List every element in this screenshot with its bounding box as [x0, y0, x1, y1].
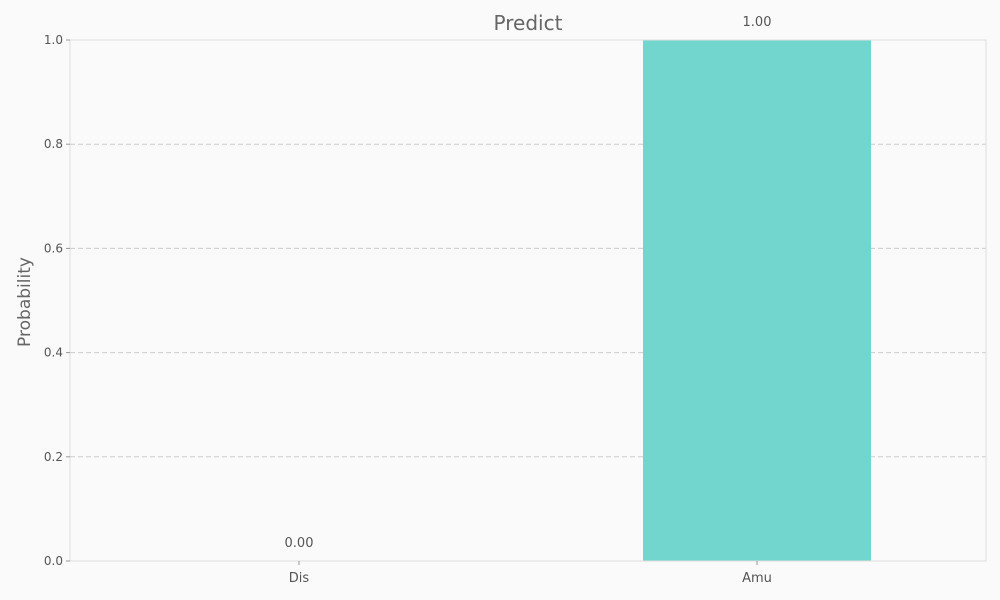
y-tick-label: 0.0: [44, 554, 63, 568]
bar-value-label: 1.00: [743, 15, 772, 30]
y-tick-label: 0.2: [44, 450, 63, 464]
bar-amu: [643, 40, 871, 561]
chart-title: Predict: [494, 11, 563, 35]
y-tick-label: 0.8: [44, 137, 63, 151]
y-tick-label: 0.4: [44, 346, 63, 360]
bars-layer: [643, 40, 871, 561]
y-tick-label: 1.0: [44, 33, 63, 47]
x-tick-label: Amu: [742, 571, 772, 586]
y-tick-label: 0.6: [44, 241, 63, 255]
bar-value-label: 0.00: [285, 536, 314, 551]
axes-layer: [66, 39, 987, 565]
y-axis-label: Probability: [15, 257, 35, 347]
plot-frame: [69, 39, 987, 562]
labels-layer: 0.0 0.2 0.4 0.6 0.8 1.0 Dis 0.00 Amu 1.00: [44, 15, 772, 586]
x-tick-label: Dis: [289, 571, 310, 586]
